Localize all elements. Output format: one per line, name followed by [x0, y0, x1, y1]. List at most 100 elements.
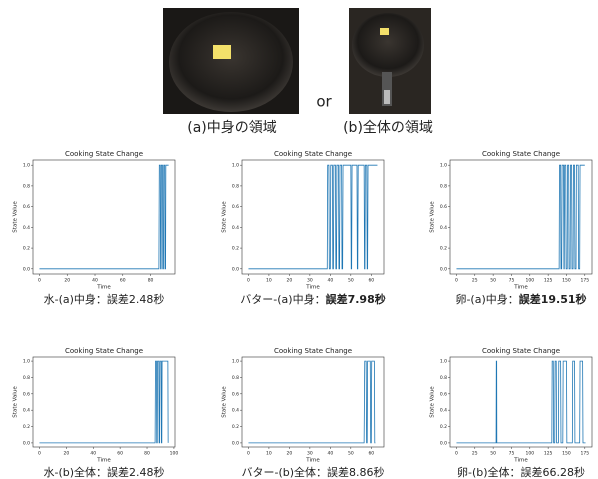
x-tick-label: 0	[38, 278, 41, 284]
chart-caption: バター-(b)全体：誤差8.86秒	[241, 465, 384, 479]
caption-part: バター-(b)全体：誤差8.86秒	[241, 465, 384, 479]
y-tick-label: 0.4	[23, 225, 30, 231]
y-tick-label: 0.0	[440, 266, 447, 272]
figure: or (a)中身の領域 (b)全体の領域 Cooking State Chang…	[0, 0, 598, 479]
y-tick-label: 0.8	[23, 375, 30, 381]
x-tick-label: 75	[509, 278, 515, 284]
chart-title: Cooking State Change	[482, 347, 560, 355]
y-tick-label: 0.4	[23, 408, 30, 414]
x-axis-label: Time	[513, 458, 528, 464]
photo-label: (b)全体の領域	[343, 119, 433, 136]
x-tick-label: 10	[266, 278, 272, 284]
x-tick-label: 40	[327, 451, 333, 457]
x-tick-label: 20	[287, 278, 293, 284]
series-line	[248, 165, 377, 269]
x-axis-label: Time	[305, 285, 320, 291]
x-tick-label: 60	[368, 278, 374, 284]
y-axis-label: State Value	[13, 386, 19, 418]
y-axis-label: State Value	[222, 386, 228, 418]
series-line	[39, 361, 168, 443]
x-tick-label: 175	[581, 451, 590, 457]
chart-caption: 卵-(b)全体：誤差66.28秒	[457, 465, 585, 479]
x-tick-label: 0	[455, 451, 458, 457]
x-tick-label: 50	[348, 278, 354, 284]
x-tick-label: 100	[170, 451, 179, 457]
x-tick-label: 150	[562, 451, 571, 457]
y-axis-label: State Value	[430, 386, 436, 418]
y-tick-label: 0.4	[232, 225, 239, 231]
x-tick-label: 100	[526, 278, 535, 284]
y-tick-label: 0.8	[440, 375, 447, 381]
y-tick-label: 0.6	[440, 391, 447, 397]
x-tick-label: 20	[63, 451, 69, 457]
x-tick-label: 80	[148, 278, 154, 284]
y-tick-label: 0.4	[440, 408, 447, 414]
chart-title: Cooking State Change	[274, 347, 352, 355]
caption-part: 誤差19.51秒	[519, 292, 587, 306]
x-axis-label: Time	[305, 458, 320, 464]
x-tick-label: 25	[472, 451, 478, 457]
x-tick-label: 30	[307, 278, 313, 284]
y-tick-label: 0.6	[23, 204, 30, 210]
y-tick-label: 0.8	[232, 375, 239, 381]
chart-caption: 水-(a)中身：誤差2.48秒	[44, 292, 165, 306]
x-tick-label: 0	[247, 451, 250, 457]
x-tick-label: 0	[455, 278, 458, 284]
y-tick-label: 0.0	[232, 440, 239, 446]
chart-title: Cooking State Change	[274, 150, 352, 158]
plot-frame	[33, 357, 175, 447]
x-axis-label: Time	[96, 285, 111, 291]
chart-caption: 卵-(a)中身：誤差19.51秒	[455, 292, 586, 306]
x-tick-label: 20	[64, 278, 70, 284]
y-tick-label: 0.2	[440, 424, 447, 430]
y-tick-label: 1.0	[440, 359, 447, 365]
x-tick-label: 40	[92, 278, 98, 284]
y-tick-label: 0.2	[440, 246, 447, 252]
x-tick-label: 40	[327, 278, 333, 284]
chart-caption: バター-(a)中身：誤差7.98秒	[240, 292, 385, 306]
y-tick-label: 0.2	[23, 246, 30, 252]
y-tick-label: 0.2	[232, 246, 239, 252]
y-tick-label: 0.8	[23, 183, 30, 189]
caption-part: 水-(a)中身：誤差2.48秒	[44, 292, 165, 306]
photo-b	[349, 8, 431, 114]
caption-part: 誤差7.98秒	[326, 292, 386, 306]
y-axis-label: State Value	[13, 201, 19, 233]
y-tick-label: 0.0	[23, 440, 30, 446]
y-tick-label: 0.6	[232, 391, 239, 397]
plot-frame	[242, 160, 384, 274]
x-tick-label: 0	[38, 451, 41, 457]
x-tick-label: 125	[544, 451, 553, 457]
series-line	[456, 361, 585, 443]
chart-caption: 水-(b)全体：誤差2.48秒	[43, 465, 164, 479]
y-tick-label: 1.0	[23, 359, 30, 365]
x-tick-label: 10	[266, 451, 272, 457]
x-axis-label: Time	[96, 458, 111, 464]
caption-part: 卵-(a)中身：	[455, 292, 518, 306]
y-tick-label: 0.6	[232, 204, 239, 210]
x-tick-label: 175	[581, 278, 590, 284]
plot-frame	[242, 357, 384, 447]
y-tick-label: 0.0	[23, 266, 30, 272]
y-axis-label: State Value	[222, 201, 228, 233]
y-tick-label: 1.0	[23, 163, 30, 169]
x-tick-label: 40	[90, 451, 96, 457]
photo-label: (a)中身の領域	[187, 119, 277, 136]
y-tick-label: 0.4	[440, 225, 447, 231]
chart-title: Cooking State Change	[65, 347, 143, 355]
x-tick-label: 100	[526, 451, 535, 457]
x-tick-label: 50	[348, 451, 354, 457]
x-tick-label: 60	[117, 451, 123, 457]
chart-title: Cooking State Change	[482, 150, 560, 158]
x-tick-label: 0	[247, 278, 250, 284]
x-tick-label: 125	[544, 278, 553, 284]
connector: or	[316, 93, 332, 111]
x-tick-label: 30	[307, 451, 313, 457]
plot-frame	[33, 160, 175, 274]
y-tick-label: 0.0	[232, 266, 239, 272]
x-tick-label: 25	[472, 278, 478, 284]
series-line	[248, 361, 375, 443]
y-tick-label: 1.0	[232, 163, 239, 169]
y-tick-label: 0.8	[232, 183, 239, 189]
x-tick-label: 75	[509, 451, 515, 457]
